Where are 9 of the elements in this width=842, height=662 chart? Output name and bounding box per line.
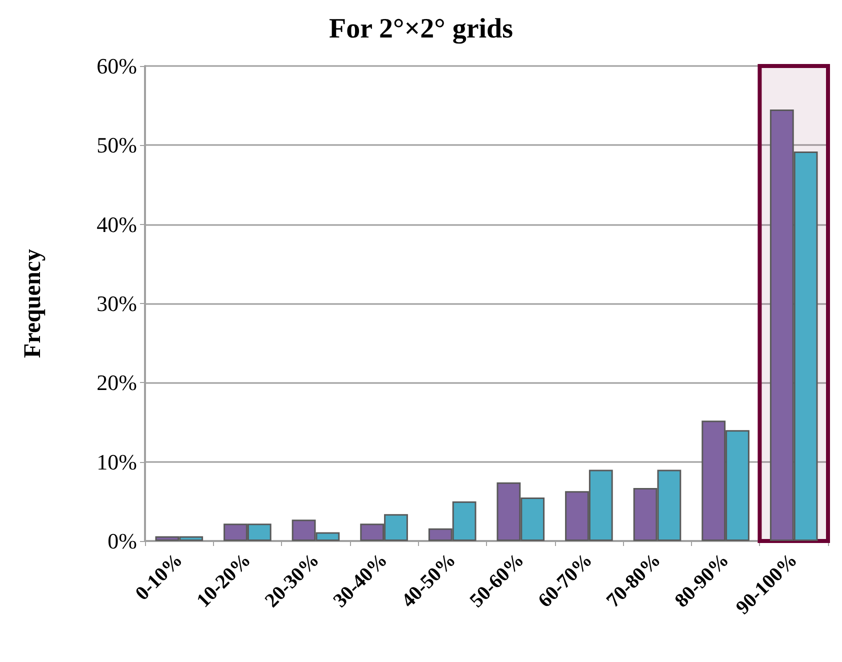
y-tick-label: 20%: [96, 370, 137, 396]
y-tick-label: 50%: [96, 132, 137, 158]
chart-title: For 2°×2° grids: [328, 14, 514, 44]
y-tick-label: 30%: [96, 291, 137, 316]
y-tick-label: 10%: [96, 449, 137, 474]
y-tick-label: 60%: [96, 54, 137, 78]
y-tick-label: 0%: [108, 528, 137, 554]
y-tick-label: 40%: [96, 212, 137, 237]
y-axis-title: Frequency: [20, 249, 46, 358]
